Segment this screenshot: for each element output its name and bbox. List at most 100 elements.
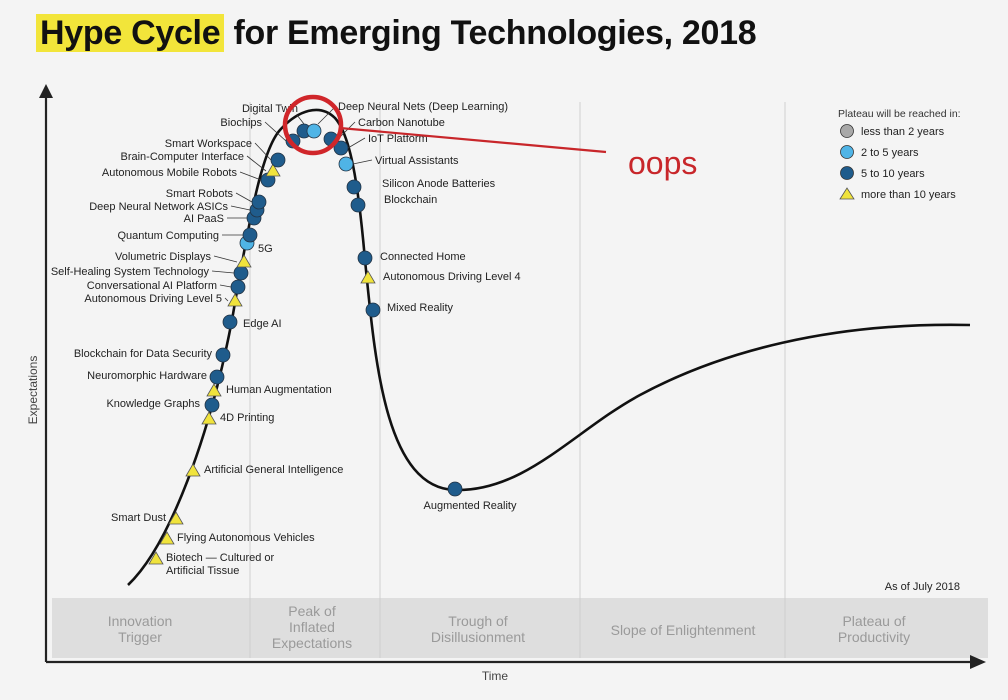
leader-deep-neural-nets-peak bbox=[317, 105, 337, 125]
marker-silicon-anode-batteries bbox=[346, 179, 362, 195]
annotation-text: oops bbox=[628, 145, 697, 181]
tech-label-human-augmentation: Human Augmentation bbox=[226, 384, 332, 396]
tech-label-digital-twin: Digital Twin bbox=[242, 103, 298, 115]
legend-title: Plateau will be reached in: bbox=[838, 108, 961, 120]
marker-connected-home bbox=[357, 250, 373, 266]
hype-curve bbox=[127, 108, 971, 586]
marker-4d-printing bbox=[201, 411, 217, 425]
leader-self-healing-system-technology bbox=[211, 270, 235, 274]
marker-iot-platform bbox=[333, 140, 349, 156]
leader-deep-neural-network-asics bbox=[230, 205, 251, 211]
tech-label-edge-ai: Edge AI bbox=[243, 318, 282, 330]
marker-conversational-ai-platform bbox=[230, 279, 246, 295]
tech-label-5g: 5G bbox=[258, 243, 273, 255]
tech-label-biotech-cultured-or-artificial-tissue: Biotech — Cultured or bbox=[166, 552, 275, 564]
page-title: Hype Cycle for Emerging Technologies, 20… bbox=[36, 14, 757, 53]
marker-blockchain-for-data-security bbox=[215, 347, 231, 363]
marker-smart-robots bbox=[251, 194, 267, 210]
tech-label-autonomous-driving-level-4: Autonomous Driving Level 4 bbox=[383, 271, 521, 283]
phase-label-5: Productivity bbox=[838, 629, 910, 645]
leader-virtual-assistants bbox=[352, 159, 373, 165]
annotation-circle bbox=[282, 94, 344, 156]
marker-biotech-cultured-or-artificial-tissue bbox=[148, 551, 164, 565]
leader-lines bbox=[211, 105, 373, 302]
tech-label-quantum-computing: Quantum Computing bbox=[118, 230, 220, 242]
x-axis-arrow bbox=[970, 655, 986, 669]
marker-artificial-general-intelligence bbox=[185, 463, 201, 477]
leader-iot-platform bbox=[347, 137, 366, 149]
annotation-line bbox=[339, 126, 607, 154]
tech-label-ai-paas: AI PaaS bbox=[184, 213, 224, 225]
leader-autonomous-driving-level-5 bbox=[224, 297, 229, 302]
legend-label-less-than-2-years: less than 2 years bbox=[861, 126, 945, 138]
phase-label-2: Peak of bbox=[288, 603, 336, 619]
phase-label-2: Expectations bbox=[272, 635, 352, 651]
phase-band bbox=[52, 598, 988, 658]
marker-blockchain bbox=[350, 197, 366, 213]
leader-brain-computer-interface bbox=[246, 155, 267, 172]
phase-label-4: Slope of Enlightenment bbox=[611, 622, 756, 638]
x-axis-label: Time bbox=[482, 669, 509, 683]
tech-label-mixed-reality: Mixed Reality bbox=[387, 302, 454, 314]
y-axis-arrow bbox=[39, 84, 53, 98]
title-highlight: Hype Cycle bbox=[36, 14, 225, 52]
marker-virtual-assistants bbox=[338, 156, 354, 172]
marker-edge-ai bbox=[222, 314, 238, 330]
phase-label-3: Disillusionment bbox=[431, 629, 525, 645]
marker-mixed-reality bbox=[365, 302, 381, 318]
marker-volumetric-displays bbox=[236, 254, 252, 268]
marker-smart-dust bbox=[168, 511, 184, 525]
tech-label-iot-platform: IoT Platform bbox=[368, 133, 428, 145]
phase-label-3: Trough of bbox=[448, 613, 508, 629]
tech-label-flying-autonomous-vehicles: Flying Autonomous Vehicles bbox=[177, 532, 315, 544]
marker-augmented-reality bbox=[447, 481, 463, 497]
tech-label-biotech-cultured-or-artificial-tissue-line2: Artificial Tissue bbox=[166, 565, 239, 577]
leader-autonomous-mobile-robots bbox=[239, 171, 262, 181]
marker-autonomous-driving-level-4 bbox=[360, 270, 376, 284]
leader-smart-workspace bbox=[254, 142, 272, 161]
marker-neuromorphic-hardware bbox=[209, 369, 225, 385]
legend-label-5-to-10-years: 5 to 10 years bbox=[861, 168, 925, 180]
marker-deep-neural-nets-deep-learning bbox=[306, 123, 322, 139]
tech-label-neuromorphic-hardware: Neuromorphic Hardware bbox=[87, 370, 207, 382]
markers bbox=[148, 123, 463, 565]
phase-label-5: Plateau of bbox=[842, 613, 905, 629]
tech-label-biochips: Biochips bbox=[220, 117, 262, 129]
marker-self-healing-system-technology bbox=[233, 265, 249, 281]
legend-symbol-more-than-10-years bbox=[839, 187, 855, 200]
leader-conversational-ai-platform bbox=[219, 284, 232, 288]
marker-smart-workspace bbox=[270, 152, 286, 168]
tech-label-smart-dust: Smart Dust bbox=[111, 512, 166, 524]
tech-label-carbon-nanotube: Carbon Nanotube bbox=[358, 117, 445, 129]
legend-symbol-5-to-10-years bbox=[840, 166, 854, 180]
as-of-date: As of July 2018 bbox=[885, 581, 960, 593]
phase-label-2: Inflated bbox=[289, 619, 335, 635]
legend-symbol-less-than-2-years bbox=[840, 124, 854, 138]
tech-label-conversational-ai-platform: Conversational AI Platform bbox=[87, 280, 217, 292]
marker-quantum-computing bbox=[242, 227, 258, 243]
y-axis-label: Expectations bbox=[26, 356, 40, 425]
marker-flying-autonomous-vehicles bbox=[159, 531, 175, 545]
tech-label-blockchain: Blockchain bbox=[384, 194, 437, 206]
tech-label-virtual-assistants: Virtual Assistants bbox=[375, 155, 459, 167]
legend-label-more-than-10-years: more than 10 years bbox=[861, 189, 956, 201]
phase-label-1: Innovation bbox=[108, 613, 173, 629]
marker-brain-computer-interface bbox=[265, 163, 281, 177]
phase-label-1: Trigger bbox=[118, 629, 162, 645]
marker-autonomous-driving-level-5 bbox=[227, 293, 243, 307]
title-rest: for Emerging Technologies, 2018 bbox=[233, 14, 757, 52]
marker-human-augmentation bbox=[206, 383, 222, 397]
tech-label-volumetric-displays: Volumetric Displays bbox=[115, 251, 211, 263]
legend-label-2-to-5-years: 2 to 5 years bbox=[861, 147, 919, 159]
phase-dividers bbox=[249, 102, 786, 658]
tech-label-autonomous-driving-level-5: Autonomous Driving Level 5 bbox=[84, 293, 222, 305]
tech-label-brain-computer-interface: Brain-Computer Interface bbox=[121, 151, 245, 163]
leader-smart-robots bbox=[235, 192, 253, 203]
leader-digital-twin-peak bbox=[296, 114, 305, 125]
tech-label-artificial-general-intelligence: Artificial General Intelligence bbox=[204, 464, 343, 476]
tech-label-4d-printing: 4D Printing bbox=[220, 412, 274, 424]
tech-label-deep-neural-network-asics: Deep Neural Network ASICs bbox=[89, 201, 228, 213]
